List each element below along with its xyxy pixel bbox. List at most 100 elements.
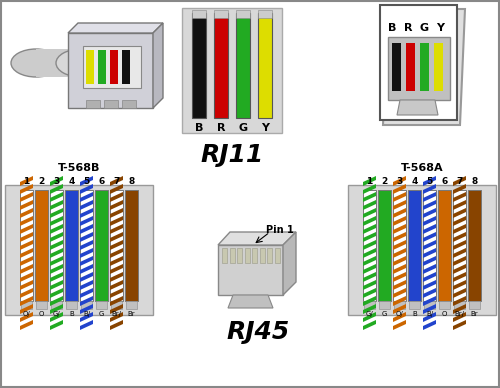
Polygon shape [423, 264, 436, 274]
Polygon shape [453, 176, 466, 186]
Polygon shape [68, 23, 163, 33]
Polygon shape [393, 320, 406, 330]
Polygon shape [363, 216, 376, 226]
Polygon shape [20, 200, 33, 210]
Polygon shape [423, 312, 436, 322]
Bar [252, 248, 257, 263]
Polygon shape [80, 208, 93, 218]
Polygon shape [453, 248, 466, 258]
Polygon shape [80, 304, 93, 314]
Bar [267, 248, 272, 263]
Bar [122, 100, 136, 108]
Polygon shape [50, 216, 63, 226]
Polygon shape [453, 280, 466, 290]
Bar [274, 248, 280, 263]
Bar [125, 190, 138, 301]
Text: B/: B/ [426, 311, 433, 317]
Polygon shape [423, 184, 436, 194]
Polygon shape [453, 320, 466, 330]
Polygon shape [363, 296, 376, 306]
Polygon shape [453, 200, 466, 210]
Polygon shape [80, 224, 93, 234]
Bar [104, 100, 118, 108]
Polygon shape [50, 232, 63, 242]
Text: B/: B/ [83, 311, 90, 317]
Text: Y: Y [436, 23, 444, 33]
Polygon shape [453, 312, 466, 322]
Polygon shape [453, 184, 466, 194]
Polygon shape [453, 216, 466, 226]
Polygon shape [110, 280, 123, 290]
Polygon shape [363, 264, 376, 274]
Bar [363, 190, 376, 301]
Bar [86, 100, 100, 108]
Polygon shape [110, 232, 123, 242]
Polygon shape [50, 248, 63, 258]
Polygon shape [20, 264, 33, 274]
Polygon shape [110, 320, 123, 330]
Polygon shape [50, 296, 63, 306]
Polygon shape [110, 296, 123, 306]
Text: G/: G/ [366, 311, 374, 317]
Text: R: R [217, 123, 225, 133]
Polygon shape [393, 272, 406, 282]
Polygon shape [363, 232, 376, 242]
Polygon shape [383, 9, 465, 125]
Polygon shape [20, 176, 33, 186]
Polygon shape [453, 240, 466, 250]
Polygon shape [20, 232, 33, 242]
Polygon shape [20, 296, 33, 306]
Polygon shape [80, 200, 93, 210]
Polygon shape [423, 232, 436, 242]
Polygon shape [20, 224, 33, 234]
Text: 4: 4 [412, 177, 418, 186]
Polygon shape [50, 272, 63, 282]
Polygon shape [423, 216, 436, 226]
Polygon shape [393, 184, 406, 194]
Polygon shape [110, 200, 123, 210]
Polygon shape [110, 272, 123, 282]
Polygon shape [50, 320, 63, 330]
Bar [222, 248, 227, 263]
Polygon shape [50, 208, 63, 218]
Text: B: B [195, 123, 203, 133]
Text: 5: 5 [84, 177, 89, 186]
Polygon shape [80, 272, 93, 282]
Polygon shape [20, 280, 33, 290]
Polygon shape [393, 264, 406, 274]
Text: Pin 1: Pin 1 [266, 225, 294, 235]
Bar [96, 301, 107, 309]
Bar [192, 13, 206, 118]
Bar [378, 190, 391, 301]
Bar [408, 190, 421, 301]
Bar [218, 245, 283, 295]
Bar [83, 46, 141, 88]
Text: 2: 2 [382, 177, 388, 186]
Polygon shape [393, 296, 406, 306]
Bar [36, 49, 81, 77]
Text: 4: 4 [68, 177, 74, 186]
Polygon shape [393, 200, 406, 210]
Bar [192, 10, 206, 18]
Polygon shape [110, 216, 123, 226]
Bar [80, 190, 93, 301]
Text: 2: 2 [38, 177, 44, 186]
Polygon shape [68, 33, 153, 108]
Bar [423, 190, 436, 301]
Text: T-568B: T-568B [58, 163, 100, 173]
Polygon shape [20, 272, 33, 282]
Polygon shape [363, 312, 376, 322]
Text: 1: 1 [24, 177, 30, 186]
Polygon shape [80, 216, 93, 226]
Polygon shape [80, 184, 93, 194]
Polygon shape [453, 224, 466, 234]
Polygon shape [80, 232, 93, 242]
Text: B: B [412, 311, 417, 317]
Polygon shape [283, 232, 296, 295]
Text: 6: 6 [442, 177, 448, 186]
Ellipse shape [56, 49, 106, 77]
Polygon shape [393, 304, 406, 314]
Polygon shape [393, 248, 406, 258]
Bar [258, 10, 272, 18]
Polygon shape [393, 280, 406, 290]
